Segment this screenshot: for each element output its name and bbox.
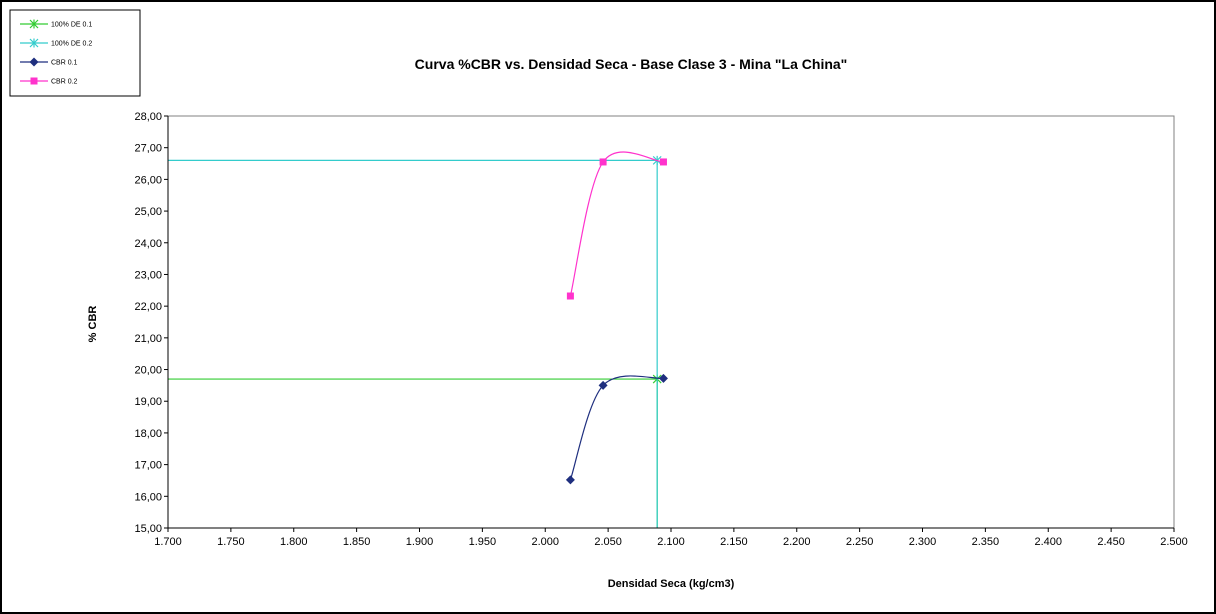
x-tick-label: 2.450: [1097, 536, 1125, 548]
series-point: [599, 158, 607, 166]
y-axis-title: % CBR: [87, 306, 99, 343]
plot-area: [167, 115, 1175, 529]
series-point: [658, 373, 668, 383]
x-tick-label: 1.800: [280, 536, 308, 548]
x-tick-label: 1.850: [343, 536, 371, 548]
y-tick-label: 16,00: [134, 491, 162, 503]
series-point: [566, 292, 574, 300]
legend-marker: [29, 57, 39, 67]
x-tick-label: 2.250: [846, 536, 874, 548]
chart-title: Curva %CBR vs. Densidad Seca - Base Clas…: [415, 56, 848, 72]
legend-label: 100% DE 0.1: [51, 22, 92, 29]
legend-label: 100% DE 0.2: [51, 41, 92, 48]
series-2: [565, 373, 668, 485]
legend-item: 100% DE 0.1: [20, 19, 92, 29]
x-tick-label: 1.950: [469, 536, 497, 548]
legend-item: CBR 0.1: [20, 57, 78, 67]
legend-marker: [30, 77, 38, 85]
legend-label: CBR 0.1: [51, 60, 78, 67]
y-tick-label: 24,00: [134, 238, 162, 250]
y-tick-label: 27,00: [134, 143, 162, 155]
x-tick-label: 2.500: [1160, 536, 1188, 548]
y-tick-label: 23,00: [134, 269, 162, 281]
x-tick-label: 2.150: [720, 536, 748, 548]
x-tick-label: 2.100: [657, 536, 685, 548]
y-tick-label: 25,00: [134, 206, 162, 218]
y-tick-label: 28,00: [134, 111, 162, 123]
x-tick-label: 2.350: [972, 536, 1000, 548]
x-tick-label: 1.750: [217, 536, 245, 548]
x-axis-title: Densidad Seca (kg/cm3): [608, 578, 735, 590]
legend-marker: [29, 19, 39, 29]
x-tick-label: 2.050: [594, 536, 622, 548]
y-tick-label: 26,00: [134, 174, 162, 186]
series-point: [598, 380, 608, 390]
series-point: [565, 475, 575, 485]
y-tick-label: 20,00: [134, 365, 162, 377]
legend-marker: [29, 38, 39, 48]
x-tick-label: 2.300: [909, 536, 937, 548]
series-point: [659, 158, 667, 166]
y-tick-label: 22,00: [134, 301, 162, 313]
legend-label: CBR 0.2: [51, 79, 78, 86]
y-tick-label: 18,00: [134, 428, 162, 440]
x-tick-label: 2.000: [531, 536, 559, 548]
legend-item: 100% DE 0.2: [20, 38, 92, 48]
legend-item: CBR 0.2: [20, 77, 78, 86]
y-tick-label: 15,00: [134, 523, 162, 535]
y-tick-label: 21,00: [134, 333, 162, 345]
y-tick-label: 17,00: [134, 460, 162, 472]
x-tick-label: 2.200: [783, 536, 811, 548]
x-tick-label: 1.900: [406, 536, 434, 548]
series-3: [566, 151, 667, 300]
x-tick-label: 1.700: [154, 536, 182, 548]
x-tick-label: 2.400: [1034, 536, 1062, 548]
y-tick-label: 19,00: [134, 396, 162, 408]
legend: 100% DE 0.1 100% DE 0.2 CBR 0.1 CBR 0.2: [9, 9, 141, 97]
